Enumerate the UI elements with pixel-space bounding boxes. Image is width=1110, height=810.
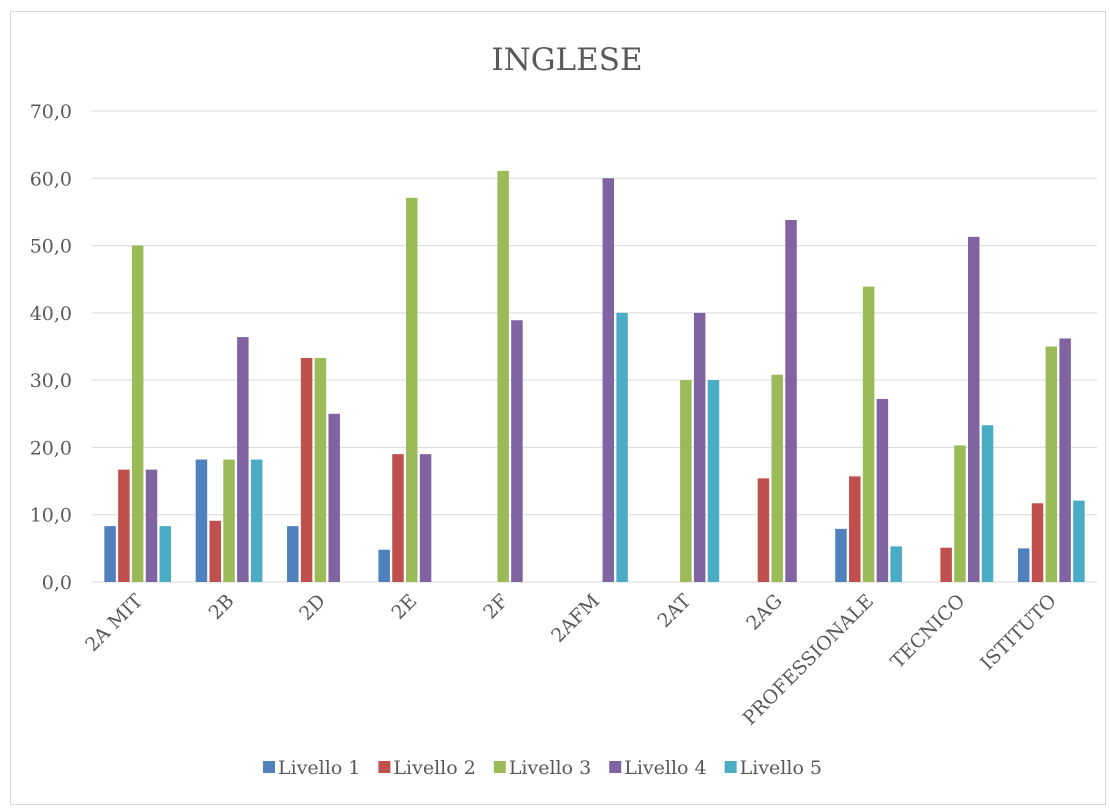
- bars: [104, 170, 1085, 583]
- y-tick-label: 70,0: [30, 101, 72, 123]
- x-tick-label: 2A MIT: [81, 590, 147, 656]
- legend-item: Livello 1: [263, 757, 360, 779]
- bar: [890, 546, 902, 582]
- x-tick-label: TECNICO: [887, 590, 970, 673]
- y-tick-label: 0,0: [42, 572, 72, 594]
- legend-swatch: [378, 761, 391, 773]
- y-tick-label: 50,0: [30, 236, 72, 258]
- y-tick-label: 20,0: [30, 437, 72, 459]
- bar: [849, 476, 861, 582]
- bar: [862, 286, 875, 582]
- chart-title: INGLESE: [491, 42, 642, 78]
- bar: [328, 413, 340, 582]
- bar: [602, 178, 615, 583]
- bar: [209, 520, 221, 582]
- bar: [707, 380, 720, 582]
- y-tick-label: 40,0: [30, 303, 72, 325]
- bar: [250, 459, 263, 582]
- bar: [195, 459, 208, 582]
- y-axis-tick-labels: 0,0 10,0 20,0 30,0 40,0 50,0 60,0 70,0: [30, 101, 72, 594]
- bar: [104, 526, 116, 582]
- bar: [876, 398, 889, 582]
- legend-item: Livello 4: [609, 757, 707, 779]
- bar: [497, 170, 509, 583]
- bar: [406, 197, 418, 582]
- x-tick-label: 2AT: [653, 590, 695, 632]
- legend: Livello 1 Livello 2 Livello 3 Livello 4 Live…: [263, 757, 822, 779]
- legend-label: Livello 2: [393, 757, 475, 779]
- bar: [378, 549, 390, 582]
- bar: [680, 380, 692, 582]
- bar: [511, 320, 523, 582]
- legend-swatch: [263, 761, 275, 773]
- bar: [771, 374, 783, 582]
- bar: [419, 454, 432, 582]
- bar: [954, 445, 966, 582]
- bar: [223, 459, 235, 582]
- bar: [159, 526, 172, 582]
- bar: [287, 526, 299, 582]
- x-tick-label: 2B: [205, 590, 239, 624]
- bar: [1045, 346, 1058, 582]
- bar: [1059, 338, 1071, 582]
- bar: [693, 312, 706, 582]
- bar: [314, 357, 327, 582]
- bar: [118, 469, 130, 582]
- legend-item: Livello 3: [493, 757, 591, 779]
- bar: [940, 547, 952, 582]
- bar: [616, 312, 628, 582]
- x-tick-label: ISTITUTO: [976, 590, 1061, 675]
- legend-label: Livello 4: [624, 757, 706, 779]
- chart-area: INGLESE 0,0 10,0 20,0 30,0 40,0 50,0 60,0 70,0 …: [10, 11, 1106, 805]
- y-tick-label: 10,0: [30, 505, 72, 527]
- legend-label: Livello 3: [509, 757, 591, 779]
- bar: [968, 236, 980, 582]
- bar: [145, 469, 158, 582]
- legend-swatch: [493, 761, 506, 773]
- bar: [131, 245, 144, 583]
- bar: [981, 425, 994, 582]
- bar: [1073, 500, 1085, 582]
- bar: [237, 337, 249, 582]
- legend-swatch: [609, 761, 622, 773]
- bar: [757, 478, 770, 582]
- x-tick-label: 2F: [479, 590, 512, 623]
- legend-swatch: [724, 761, 737, 773]
- y-tick-label: 30,0: [30, 370, 72, 392]
- x-tick-label: 2AG: [742, 590, 787, 635]
- bar-chart: INGLESE 0,010,020,030,040,050,060,070,0 …: [30, 42, 1097, 779]
- bar: [835, 528, 847, 582]
- legend-label: Livello 1: [278, 757, 360, 779]
- bar: [392, 454, 404, 582]
- x-tick-label: 2E: [387, 590, 421, 624]
- bar: [1017, 548, 1030, 582]
- bar: [785, 220, 797, 582]
- bar: [1031, 503, 1044, 582]
- legend-item: Livello 5: [724, 757, 822, 779]
- x-tick-label: 2D: [295, 590, 330, 625]
- legend-item: Livello 2: [378, 757, 476, 779]
- y-tick-label: 60,0: [30, 168, 72, 190]
- bar: [300, 357, 313, 582]
- x-tick-label: 2AFM: [547, 590, 604, 647]
- legend-label: Livello 5: [740, 757, 822, 779]
